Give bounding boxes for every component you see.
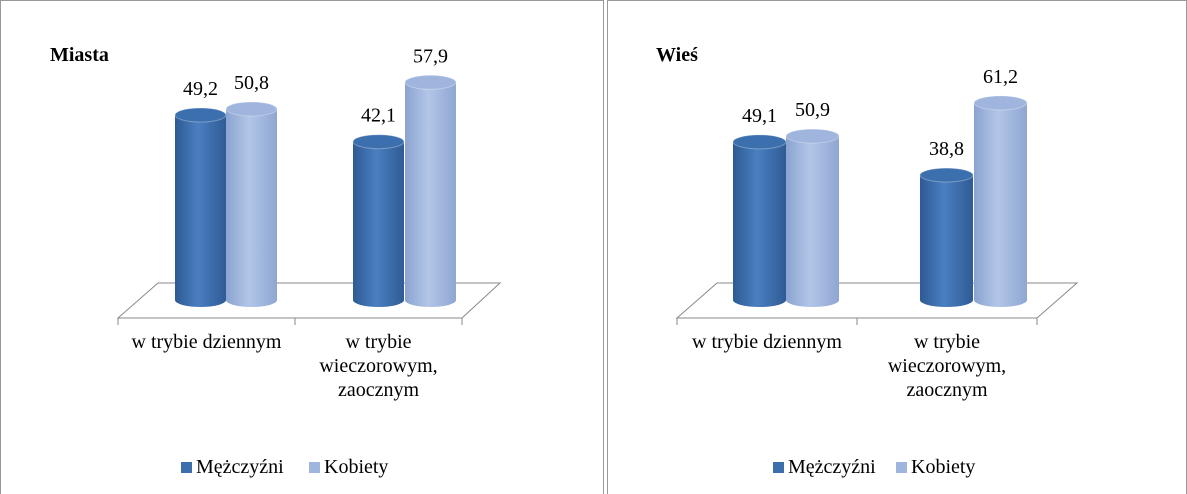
bar-bottom	[353, 293, 404, 307]
bar	[352, 134, 405, 307]
bar-body	[974, 102, 1027, 300]
x-tick-label: w trybie dziennym	[131, 331, 282, 353]
bar-body	[733, 141, 786, 300]
bar-top	[785, 128, 840, 144]
bar-top	[732, 134, 787, 150]
bar-bottom	[226, 293, 277, 307]
bar-top	[973, 95, 1028, 111]
floor	[116, 282, 502, 319]
value-label: 42,1	[361, 105, 396, 127]
legend-item: Mężczyźni	[181, 456, 284, 478]
bar-bottom	[786, 293, 839, 307]
legend-label: Mężczyźni	[788, 456, 876, 478]
value-label: 61,2	[983, 66, 1018, 88]
legend-swatch	[181, 461, 192, 473]
bar	[732, 134, 787, 307]
legend-label: Kobiety	[324, 456, 389, 478]
legend-item: Kobiety	[309, 456, 388, 478]
bar-top	[919, 167, 974, 183]
bar-top	[174, 107, 227, 123]
legend-item: Kobiety	[896, 456, 975, 478]
value-label: 50,9	[795, 99, 830, 121]
legend-label: Mężczyźni	[196, 456, 284, 478]
panel-border	[607, 0, 1187, 494]
bar-top	[404, 74, 457, 90]
legend-swatch	[896, 461, 907, 473]
bar	[225, 101, 278, 307]
value-label: 38,8	[929, 138, 964, 160]
bar	[785, 128, 840, 307]
x-tick-label: w trybie wieczorowym, zaocznym	[887, 331, 1007, 401]
value-label: 49,2	[183, 78, 218, 100]
panel-border	[0, 0, 604, 494]
value-label: 50,8	[234, 72, 269, 94]
bar	[919, 167, 974, 307]
floor	[675, 282, 1079, 319]
bar	[174, 107, 227, 307]
chart-title: Miasta	[50, 44, 109, 66]
bar-body	[353, 141, 404, 300]
bar-bottom	[405, 293, 456, 307]
bar-body	[786, 136, 839, 300]
bar-body	[920, 175, 973, 300]
bar-top	[352, 134, 405, 150]
bar-top	[225, 101, 278, 117]
bar	[973, 95, 1028, 307]
bar	[404, 74, 457, 307]
legend-label: Kobiety	[911, 456, 976, 478]
legend-swatch	[773, 461, 784, 473]
bar-bottom	[974, 293, 1027, 307]
legend-swatch	[309, 461, 320, 473]
bar-bottom	[175, 293, 226, 307]
bar-body	[405, 82, 456, 301]
bar-bottom	[733, 293, 786, 307]
bar-bottom	[920, 293, 973, 307]
chart-title: Wieś	[656, 44, 698, 66]
bar-body	[175, 115, 226, 301]
value-label: 57,9	[413, 45, 448, 67]
legend-item: Mężczyźni	[773, 456, 876, 478]
bar-body	[226, 108, 277, 300]
x-tick-label: w trybie dziennym	[692, 331, 842, 353]
x-tick-label: w trybie wieczorowym, zaocznym	[319, 331, 438, 401]
value-label: 49,1	[742, 105, 777, 127]
